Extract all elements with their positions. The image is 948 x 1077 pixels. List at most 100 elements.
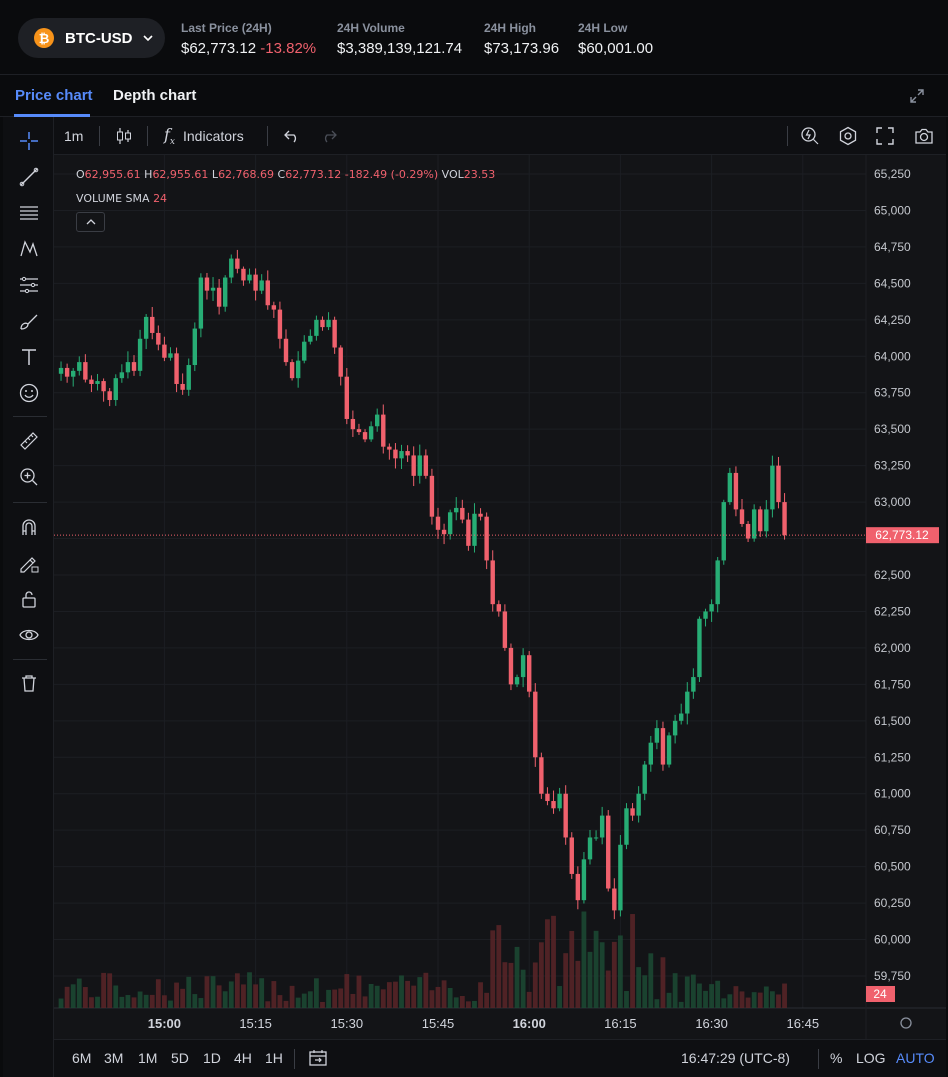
- change-value: -182.49 (-0.29%): [344, 168, 439, 181]
- trend-line-tool[interactable]: [15, 163, 43, 191]
- timeframe-6m[interactable]: 6M: [72, 1050, 92, 1066]
- drawing-toolbar: [3, 117, 54, 1077]
- timeframe-1h[interactable]: 1H: [265, 1050, 283, 1066]
- candle-body: [387, 446, 392, 450]
- volume-bar: [447, 987, 453, 1008]
- volume-bar: [119, 996, 125, 1008]
- timeframe-3m[interactable]: 3M: [104, 1050, 124, 1066]
- tab-depth-chart[interactable]: Depth chart: [113, 87, 197, 104]
- y-tick-label: 62,500: [874, 568, 911, 582]
- expand-icon[interactable]: [910, 89, 924, 103]
- timeframe-1d[interactable]: 1D: [203, 1050, 221, 1066]
- volume-bar: [234, 973, 240, 1008]
- prediction-tool[interactable]: [15, 271, 43, 299]
- candle-body: [745, 523, 751, 539]
- toolbar-divider: [787, 126, 788, 146]
- auto-toggle[interactable]: AUTO: [896, 1050, 935, 1066]
- candle-body: [666, 735, 672, 765]
- volume-bar: [417, 977, 423, 1008]
- candle-body: [770, 465, 775, 510]
- brush-tool[interactable]: [15, 307, 43, 335]
- volume-bar: [277, 995, 283, 1008]
- fullscreen-button[interactable]: [876, 125, 894, 147]
- percent-toggle[interactable]: %: [830, 1050, 843, 1066]
- lock-drawings-tool[interactable]: [15, 549, 43, 577]
- candle-body: [368, 426, 374, 440]
- candle-body: [642, 764, 647, 794]
- collapse-legend-button[interactable]: [76, 212, 105, 232]
- volume-bar: [593, 930, 599, 1008]
- indicators-button[interactable]: fx Indicators: [164, 125, 244, 147]
- volume-bar: [259, 978, 265, 1008]
- candle-body: [210, 287, 216, 291]
- timeframe-4h[interactable]: 4H: [234, 1050, 252, 1066]
- volume-bar: [271, 981, 277, 1008]
- tab-price-chart[interactable]: Price chart: [15, 87, 93, 104]
- volume-bar: [386, 982, 392, 1008]
- volume-bar: [131, 997, 137, 1008]
- magnet-icon: [22, 519, 36, 535]
- zoom-tool[interactable]: [15, 463, 43, 491]
- measure-tool[interactable]: [15, 427, 43, 455]
- volume-bar: [472, 1000, 477, 1008]
- y-tick-label: 59,750: [874, 969, 911, 983]
- volume-bar: [228, 981, 234, 1008]
- stat-label: 24H Low: [578, 21, 628, 35]
- settings-button[interactable]: [838, 125, 858, 147]
- candle-body: [478, 513, 483, 517]
- candle-body: [679, 713, 684, 721]
- low-label: L: [211, 168, 219, 181]
- volume-bar: [478, 982, 483, 1008]
- chart-type-button[interactable]: [116, 125, 132, 147]
- y-tick-label: 61,750: [874, 677, 911, 691]
- text-tool[interactable]: [15, 343, 43, 371]
- close-label: C: [277, 168, 286, 181]
- emoji-tool[interactable]: [15, 379, 43, 407]
- volume-bar: [520, 969, 526, 1008]
- candle-body: [332, 319, 337, 348]
- candle-body: [71, 370, 76, 377]
- redo-button[interactable]: [321, 125, 337, 147]
- undo-button[interactable]: [284, 125, 300, 147]
- function-icon: fx: [164, 124, 175, 148]
- volume-bar: [186, 976, 192, 1008]
- candle-body: [338, 347, 343, 377]
- price-chart[interactable]: 59,750 60,000 60,250 60,500 60,750 61,000 61,2…: [54, 155, 946, 1039]
- candle-body: [606, 815, 611, 889]
- log-toggle[interactable]: LOG: [856, 1050, 886, 1066]
- magnet-tool[interactable]: [15, 513, 43, 541]
- interval-button[interactable]: 1m: [64, 128, 84, 144]
- y-tick-label: 60,000: [874, 933, 911, 947]
- volume-bar: [441, 980, 447, 1008]
- timeframe-5d[interactable]: 5D: [171, 1050, 189, 1066]
- date-range-button[interactable]: [308, 1048, 328, 1071]
- unlock-tool[interactable]: [15, 585, 43, 613]
- candle-body: [612, 888, 617, 911]
- fib-tool[interactable]: [15, 199, 43, 227]
- remove-drawings-tool[interactable]: [15, 669, 43, 697]
- candle-body: [168, 353, 173, 358]
- volume-bar: [338, 988, 344, 1008]
- pattern-tool[interactable]: [15, 235, 43, 263]
- volume-bar: [107, 973, 113, 1008]
- undo-icon: [284, 130, 297, 143]
- volume-bar: [678, 1001, 684, 1008]
- y-tick-label: 63,250: [874, 459, 911, 473]
- candle-body: [198, 277, 204, 329]
- crosshair-tool[interactable]: [15, 127, 43, 155]
- pair-selector-button[interactable]: ₿ BTC-USD: [18, 18, 165, 58]
- volume-bar: [618, 935, 623, 1008]
- screenshot-button[interactable]: [914, 125, 934, 147]
- volume-bar: [514, 946, 520, 1008]
- timeframe-1m[interactable]: 1M: [138, 1050, 158, 1066]
- volume-bar: [709, 984, 714, 1008]
- candle-body: [581, 859, 587, 901]
- candle-body: [654, 728, 660, 743]
- quick-search-button[interactable]: [800, 125, 820, 147]
- pair-label: BTC-USD: [65, 29, 133, 47]
- hide-drawings-tool[interactable]: [15, 621, 43, 649]
- volume-badge-label: 24: [873, 987, 887, 1001]
- timeframe-bar: 6M 3M 1M 5D 1D 4H 1H 16:47:29 (UTC-8) % …: [54, 1039, 946, 1077]
- y-tick-label: 63,500: [874, 422, 911, 436]
- volume-bar: [429, 990, 435, 1008]
